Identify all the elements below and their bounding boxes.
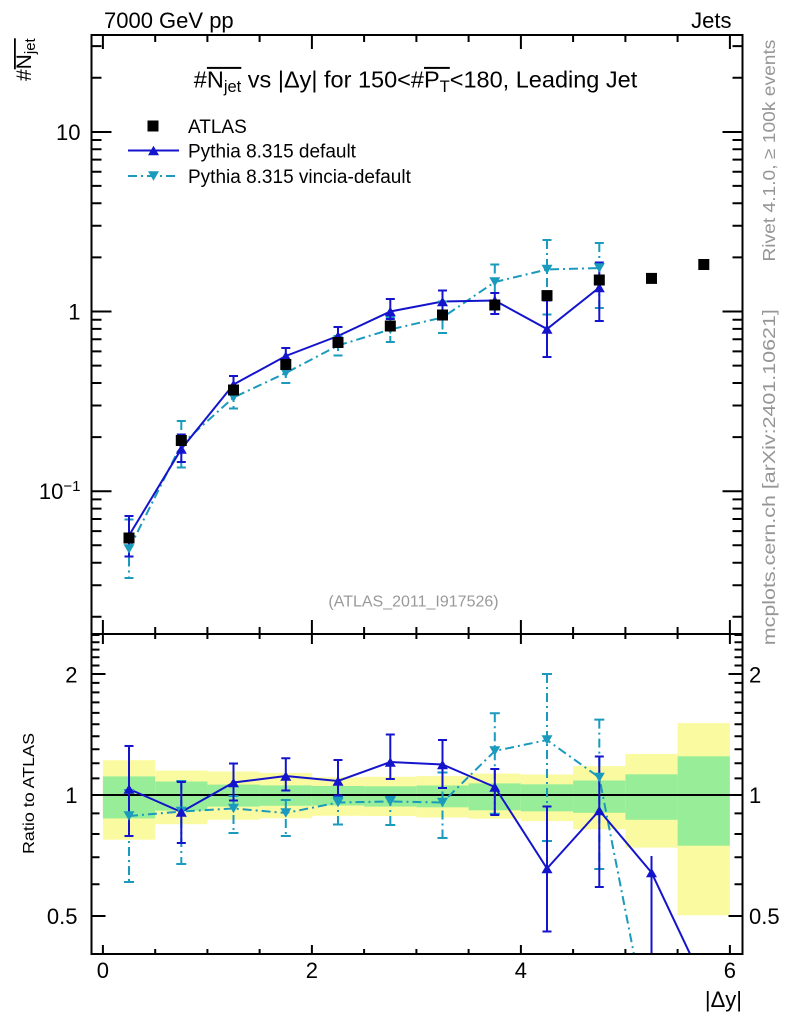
svg-text:|Δy|: |Δy| (705, 987, 742, 1012)
svg-text:mcplots.cern.ch [arXiv:2401.10: mcplots.cern.ch [arXiv:2401.10621] (759, 309, 779, 645)
svg-text:1: 1 (749, 783, 761, 808)
svg-text:7000 GeV pp: 7000 GeV pp (104, 8, 234, 33)
svg-text:2: 2 (65, 663, 77, 688)
svg-text:ATLAS: ATLAS (188, 117, 247, 138)
svg-text:6: 6 (724, 958, 736, 983)
svg-text:Rivet 4.1.0, ≥ 100k events: Rivet 4.1.0, ≥ 100k events (759, 39, 779, 261)
svg-text:0.5: 0.5 (47, 904, 78, 929)
svg-text:Ratio to ATLAS: Ratio to ATLAS (21, 733, 38, 854)
svg-text:10: 10 (56, 120, 80, 145)
svg-text:#Njet vs |Δy| for 150<#PT<180,: #Njet vs |Δy| for 150<#PT<180, Leading J… (194, 67, 638, 97)
svg-text:0: 0 (97, 958, 109, 983)
svg-text:Pythia 8.315 vincia-default: Pythia 8.315 vincia-default (188, 167, 412, 188)
svg-text:2: 2 (749, 663, 761, 688)
svg-text:1: 1 (65, 783, 77, 808)
svg-text:Jets: Jets (691, 8, 731, 33)
svg-text:4: 4 (515, 958, 527, 983)
svg-text:(ATLAS_2011_I917526): (ATLAS_2011_I917526) (328, 594, 498, 611)
svg-text:10−1: 10−1 (39, 478, 81, 504)
svg-text:Pythia 8.315 default: Pythia 8.315 default (188, 142, 357, 163)
svg-text:1: 1 (68, 299, 80, 324)
svg-text:0.5: 0.5 (749, 904, 780, 929)
svg-text:2: 2 (306, 958, 318, 983)
